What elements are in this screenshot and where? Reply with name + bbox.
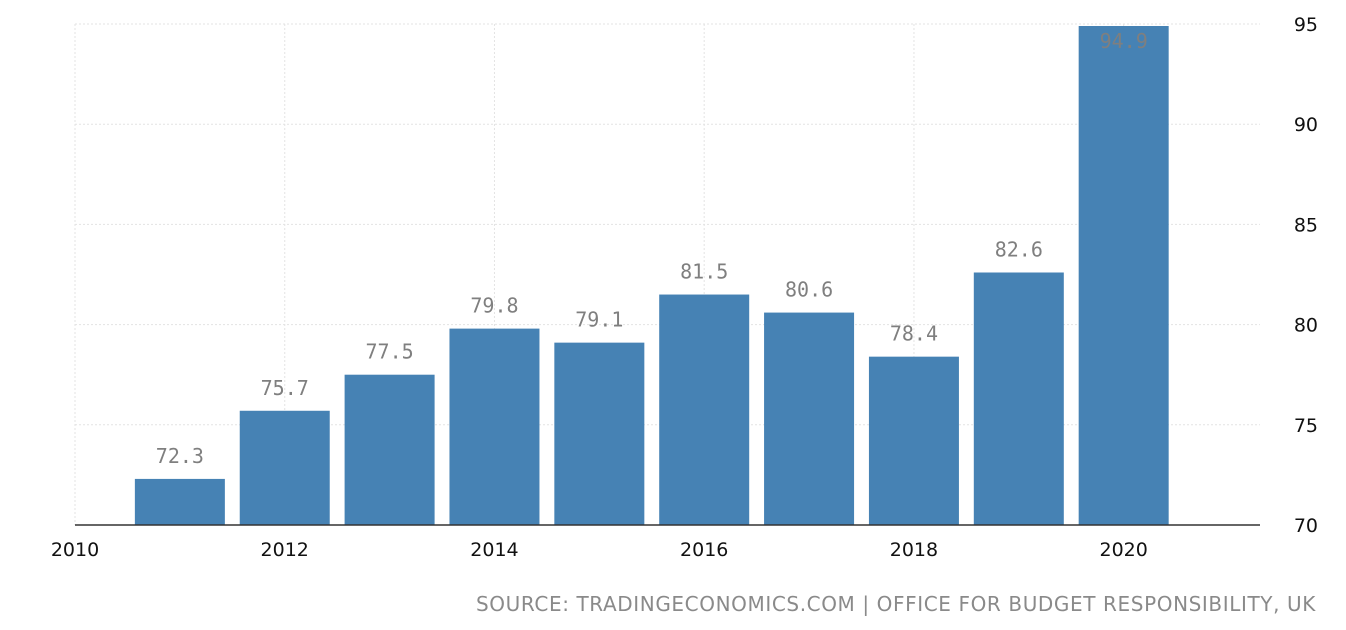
data-label-2017: 80.6 (785, 278, 833, 302)
data-label-2020: 94.9 (1100, 29, 1148, 53)
x-tick-label: 2014 (470, 539, 518, 561)
x-tick-label: 2016 (680, 539, 728, 561)
bar-2019 (973, 272, 1064, 525)
data-label-2011: 72.3 (156, 444, 204, 468)
data-label-2018: 78.4 (890, 322, 938, 346)
bar-2011 (134, 478, 225, 525)
x-axis: 2010 2012 2014 2016 2018 2020 (51, 524, 1260, 561)
chart-data-labels: 72.3 75.7 77.5 79.8 79.1 81.5 80.6 78.4 82.6 94.9 (156, 29, 1148, 468)
x-tick-label: 2012 (261, 539, 309, 561)
source-caption: SOURCE: TRADINGECONOMICS.COM | OFFICE FO… (476, 592, 1316, 616)
x-tick-label: 2018 (890, 539, 938, 561)
y-tick-label: 80 (1294, 315, 1318, 337)
bar-2020 (1078, 26, 1169, 526)
bar-2016 (659, 294, 750, 525)
bar-2015 (554, 342, 645, 525)
y-tick-label: 95 (1294, 14, 1318, 36)
data-label-2016: 81.5 (680, 260, 728, 284)
bar-2017 (764, 312, 855, 525)
bar-2014 (449, 328, 540, 525)
data-label-2019: 82.6 (995, 237, 1043, 261)
data-label-2014: 79.8 (470, 294, 518, 318)
data-label-2012: 75.7 (261, 376, 309, 400)
y-axis: 70 75 80 85 90 95 (1294, 14, 1318, 537)
x-tick-label: 2010 (51, 539, 99, 561)
bar-2013 (344, 374, 435, 525)
chart-bars (134, 26, 1169, 526)
y-tick-label: 75 (1294, 415, 1318, 437)
data-label-2015: 79.1 (575, 308, 623, 332)
bar-2018 (868, 356, 959, 525)
y-tick-label: 90 (1294, 114, 1318, 136)
y-tick-label: 85 (1294, 214, 1318, 236)
x-tick-label: 2020 (1099, 539, 1147, 561)
data-label-2013: 77.5 (366, 340, 414, 364)
bar-2012 (239, 410, 330, 525)
y-tick-label: 70 (1294, 515, 1318, 537)
